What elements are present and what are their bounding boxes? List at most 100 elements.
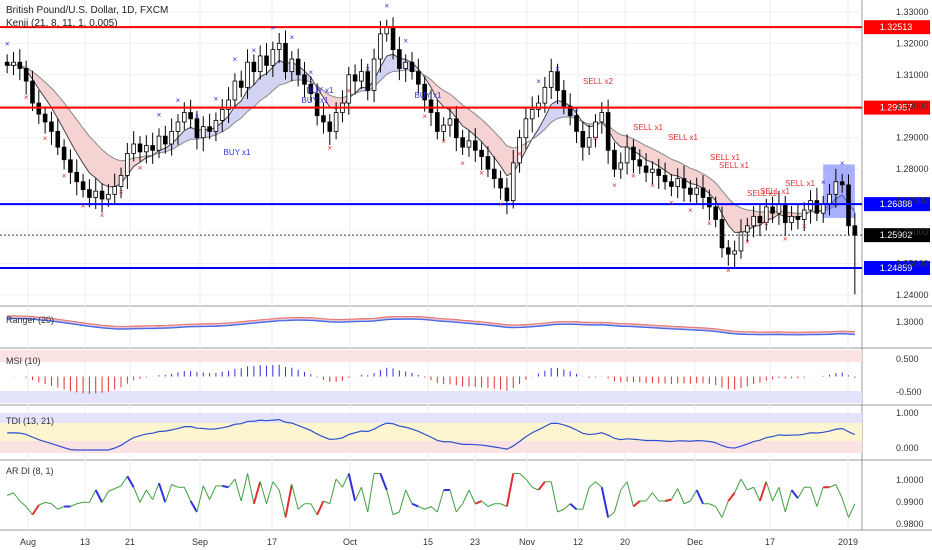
signal-marker: × — [726, 266, 731, 275]
candle-body — [618, 162, 624, 170]
candle-body — [757, 215, 763, 224]
ardi-segment — [367, 473, 375, 513]
candle-body — [523, 118, 529, 139]
ranger-band-line — [7, 316, 855, 334]
candle-body — [789, 215, 794, 224]
ardi-segment — [202, 485, 211, 500]
ardi-segment — [38, 501, 46, 506]
ardi-segment — [164, 484, 173, 503]
candle-body — [36, 102, 42, 115]
candle-body — [409, 61, 415, 73]
sell-signal-label: SELL x1 — [719, 161, 749, 170]
signal-marker: × — [252, 46, 257, 55]
candle-body — [384, 27, 390, 35]
candle-body — [276, 42, 282, 51]
ardi-segment — [582, 487, 590, 510]
ardi-segment — [222, 484, 229, 489]
candle-body — [580, 131, 586, 148]
level-badge — [864, 100, 930, 115]
candle-body — [808, 200, 813, 211]
ardi-segment — [727, 492, 736, 502]
candle-body — [510, 162, 516, 202]
ardi-segment — [607, 511, 615, 518]
candle-body — [352, 74, 358, 82]
ardi-segment — [139, 489, 147, 503]
ardi-segment — [19, 500, 27, 507]
ardi-segment — [379, 473, 388, 491]
signal-marker: × — [555, 65, 560, 74]
ardi-segment — [341, 473, 350, 488]
ardi-segment — [25, 506, 33, 516]
ardi-segment — [462, 489, 470, 504]
ardi-segment — [145, 489, 154, 500]
candle-body — [435, 112, 440, 132]
ardi-segment — [816, 487, 824, 507]
signal-marker: × — [460, 159, 465, 168]
candle-body — [333, 112, 339, 132]
candle-body — [751, 215, 756, 227]
candle-body — [637, 159, 643, 167]
ardi-segment — [474, 500, 483, 505]
ardi-segment — [683, 500, 691, 505]
level-badge-label: 1.25902 — [880, 230, 913, 240]
fast-ma-line — [7, 53, 856, 233]
candle-body — [55, 131, 61, 148]
signal-marker: × — [233, 55, 238, 64]
ardi-segment — [557, 508, 565, 513]
ardi-segment — [588, 481, 596, 488]
level-badge-label: 1.24859 — [880, 263, 913, 273]
ardi-segment — [677, 488, 685, 504]
signal-marker: × — [403, 36, 408, 45]
candle-body — [321, 115, 326, 123]
candle-body — [257, 55, 263, 73]
ma-ribbon-segment — [424, 75, 526, 176]
sell-signal-label: SELL x2 — [583, 77, 613, 86]
x-tick-label: Oct — [343, 537, 358, 547]
candle-body — [87, 189, 92, 198]
ardi-segment — [228, 478, 236, 488]
ardi-segment — [645, 492, 653, 502]
ma-ribbon-segment — [19, 65, 153, 187]
candle-body — [422, 83, 427, 101]
candle-body — [846, 184, 851, 227]
candle-body — [548, 71, 554, 88]
candle-body — [795, 215, 801, 220]
ardi-segment — [411, 502, 419, 508]
ardi-segment — [310, 503, 318, 515]
ardi-segment — [329, 478, 337, 504]
ardi-segment — [595, 481, 603, 488]
candle-body — [251, 61, 257, 73]
ardi-segment — [171, 484, 179, 488]
candle-body — [586, 137, 592, 148]
candle-body — [295, 58, 301, 76]
candle-body — [238, 80, 244, 88]
tdi-lower-zone — [0, 441, 862, 453]
ardi-segment — [758, 481, 768, 502]
ardi-segment — [234, 478, 242, 502]
ardi-segment — [778, 487, 786, 513]
ardi-segment — [670, 488, 679, 500]
candle-body — [156, 135, 162, 151]
ardi-segment — [500, 503, 508, 507]
x-tick-label: 2019 — [838, 537, 858, 547]
ardi-segment — [841, 498, 849, 518]
candle-body — [137, 143, 143, 153]
sell-signal-label: SELL x1 — [760, 187, 790, 196]
candle-body — [447, 118, 453, 126]
signal-marker: × — [195, 112, 200, 121]
candle-body — [814, 200, 820, 214]
candle-body — [428, 99, 434, 113]
msi-tick-label: -0.500 — [896, 387, 922, 397]
candle-body — [504, 187, 510, 202]
signal-marker: × — [802, 222, 807, 231]
signal-marker: × — [764, 219, 769, 228]
ardi-segment — [424, 506, 432, 510]
candle-body — [17, 61, 23, 69]
signal-marker: × — [574, 106, 579, 115]
candle-body — [700, 187, 706, 198]
candle-body — [529, 108, 535, 120]
candle-body — [491, 168, 497, 179]
ardi-segment — [114, 485, 122, 490]
candle-body — [694, 187, 699, 195]
